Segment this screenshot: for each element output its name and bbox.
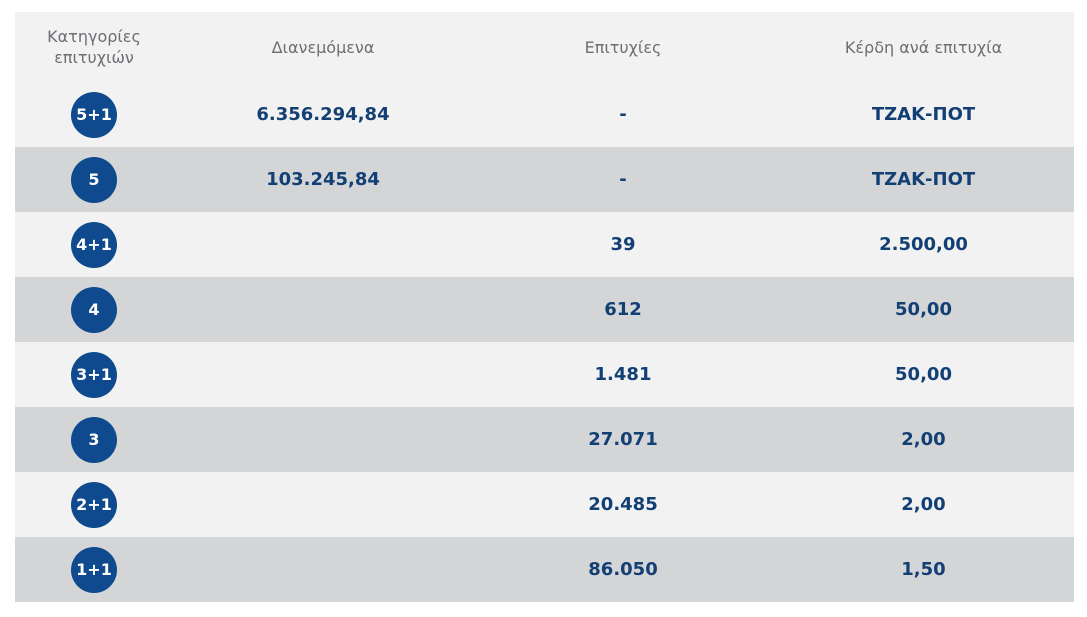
category-badge: 5+1 bbox=[71, 91, 117, 138]
category-badge: 5 bbox=[71, 156, 117, 203]
table-row: 5+1 6.356.294,84 - ΤΖΑΚ-ΠΟΤ bbox=[15, 82, 1074, 147]
header-distributed: Διανεμόμενα bbox=[271, 37, 375, 57]
prize-value: 1,50 bbox=[901, 559, 946, 580]
distributed-value: 6.356.294,84 bbox=[256, 104, 390, 125]
table-row: 3 27.071 2,00 bbox=[15, 407, 1074, 472]
winners-value: 86.050 bbox=[588, 559, 658, 580]
distributed-value: 103.245,84 bbox=[266, 169, 380, 190]
category-badge: 2+1 bbox=[71, 481, 117, 528]
winners-value: - bbox=[619, 104, 627, 125]
prize-value: 2.500,00 bbox=[879, 234, 968, 255]
table-row: 4+1 39 2.500,00 bbox=[15, 212, 1074, 277]
header-category: Κατηγορίες επιτυχιών bbox=[15, 26, 173, 68]
table-row: 3+1 1.481 50,00 bbox=[15, 342, 1074, 407]
category-badge: 1+1 bbox=[71, 546, 117, 593]
winners-value: 20.485 bbox=[588, 494, 658, 515]
table-row: 1+1 86.050 1,50 bbox=[15, 537, 1074, 602]
winners-value: - bbox=[619, 169, 627, 190]
header-category-line1: Κατηγορίες bbox=[47, 27, 141, 46]
header-category-line2: επιτυχιών bbox=[54, 48, 134, 67]
header-prize-per-winner: Κέρδη ανά επιτυχία bbox=[844, 37, 1003, 57]
prize-value: 2,00 bbox=[901, 494, 946, 515]
prize-value: ΤΖΑΚ-ΠΟΤ bbox=[871, 104, 976, 125]
winners-value: 612 bbox=[604, 299, 642, 320]
winners-value: 1.481 bbox=[594, 364, 652, 385]
winners-value: 27.071 bbox=[588, 429, 658, 450]
category-badge: 3+1 bbox=[71, 351, 117, 398]
prize-value: ΤΖΑΚ-ΠΟΤ bbox=[871, 169, 976, 190]
table-row: 2+1 20.485 2,00 bbox=[15, 472, 1074, 537]
category-badge: 3 bbox=[71, 416, 117, 463]
header-winners: Επιτυχίες bbox=[584, 37, 662, 57]
table-header: Κατηγορίες επιτυχιών Διανεμόμενα Επιτυχί… bbox=[15, 12, 1074, 82]
table-row: 4 612 50,00 bbox=[15, 277, 1074, 342]
prize-value: 2,00 bbox=[901, 429, 946, 450]
prize-value: 50,00 bbox=[895, 364, 952, 385]
category-badge: 4 bbox=[71, 286, 117, 333]
prize-value: 50,00 bbox=[895, 299, 952, 320]
winners-value: 39 bbox=[610, 234, 636, 255]
category-badge: 4+1 bbox=[71, 221, 117, 268]
table-row: 5 103.245,84 - ΤΖΑΚ-ΠΟΤ bbox=[15, 147, 1074, 212]
results-table: Κατηγορίες επιτυχιών Διανεμόμενα Επιτυχί… bbox=[15, 12, 1074, 602]
